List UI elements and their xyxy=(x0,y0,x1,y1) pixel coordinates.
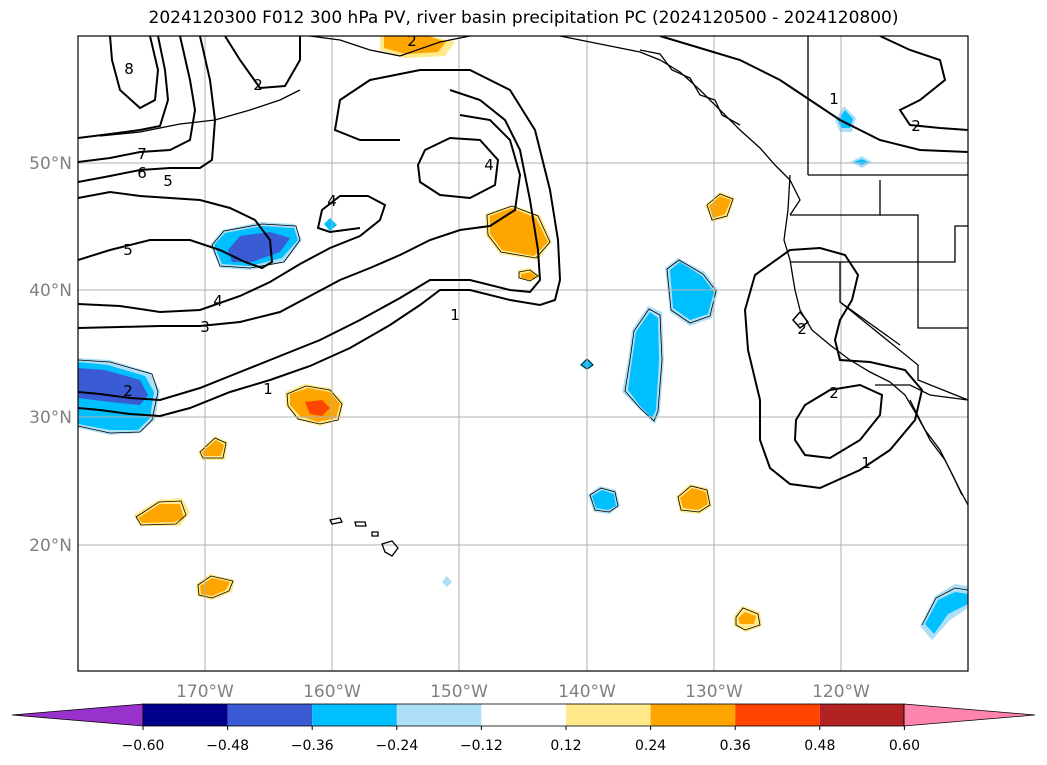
map-title: 2024120300 F012 300 hPa PV, river basin … xyxy=(148,8,899,28)
colorbar-segment xyxy=(735,704,820,726)
colorbar: −0.60 −0.48 −0.36 −0.24 −0.12 0.12 0.24 0.36 0.4… xyxy=(11,703,1036,754)
colorbar-tick-label: 0.48 xyxy=(804,738,835,754)
lat-tick-label: 40°N xyxy=(29,281,72,301)
colorbar-tick-labels: −0.60 −0.48 −0.36 −0.24 −0.12 0.12 0.24 0.36 0.4… xyxy=(122,726,920,754)
contour-label: 5 xyxy=(123,241,133,259)
contour-label: 3 xyxy=(200,318,210,336)
contour-label: 4 xyxy=(327,192,337,210)
coastlines xyxy=(99,36,968,557)
contour-label: 4 xyxy=(213,292,223,310)
colorbar-segment xyxy=(396,704,482,726)
lat-tick-labels: 50°N 40°N 30°N 20°N xyxy=(29,154,72,556)
contour-label: 2 xyxy=(911,117,921,135)
contour-label: 2 xyxy=(253,76,263,94)
colorbar-tick-label: 0.36 xyxy=(720,738,751,754)
lat-tick-label: 50°N xyxy=(29,154,72,174)
pv-contours xyxy=(78,36,968,490)
lat-tick-label: 30°N xyxy=(29,408,72,428)
lon-tick-label: 140°W xyxy=(558,682,616,702)
lon-tick-label: 160°W xyxy=(303,682,361,702)
colorbar-tick-label: −0.48 xyxy=(206,738,249,754)
contour-label: 1 xyxy=(450,306,460,324)
contour-label: 8 xyxy=(124,60,134,78)
lon-tick-label: 130°W xyxy=(685,682,743,702)
colorbar-tick-label: 0.24 xyxy=(635,738,666,754)
lon-tick-label: 170°W xyxy=(176,682,234,702)
precip-shading xyxy=(78,36,968,640)
contour-label: 1 xyxy=(829,90,839,108)
lon-tick-labels: 170°W 160°W 150°W 140°W 130°W 120°W xyxy=(176,682,870,702)
colorbar-tick-label: −0.12 xyxy=(460,738,503,754)
lat-tick-label: 20°N xyxy=(29,536,72,556)
contour-label: 2 xyxy=(797,320,807,338)
contour-label: 2 xyxy=(407,32,417,50)
colorbar-segment xyxy=(227,704,313,726)
lon-tick-label: 120°W xyxy=(812,682,870,702)
colorbar-segment xyxy=(143,704,228,726)
colorbar-tick-label: 0.12 xyxy=(550,738,581,754)
colorbar-tick-label: −0.36 xyxy=(291,738,334,754)
contour-label: 4 xyxy=(484,156,494,174)
graticule xyxy=(78,36,968,671)
colorbar-segment xyxy=(819,704,905,726)
colorbar-under-arrow xyxy=(11,703,144,727)
colorbar-tick-label: −0.24 xyxy=(375,738,418,754)
contour-label: 7 xyxy=(137,145,147,163)
contour-label: 2 xyxy=(829,384,839,402)
precip-outlines xyxy=(78,193,968,631)
colorbar-segment xyxy=(566,704,651,726)
colorbar-over-arrow xyxy=(903,703,1036,727)
pv-contour-labels: 8 7 6 5 5 4 4 4 3 2 2 1 1 2 1 2 2 2 1 xyxy=(123,32,921,472)
colorbar-frame xyxy=(142,703,905,727)
lon-tick-label: 150°W xyxy=(430,682,488,702)
colorbar-segment xyxy=(312,704,397,726)
colorbar-segment xyxy=(650,704,736,726)
map-frame xyxy=(77,35,969,672)
colorbar-tick-label: −0.60 xyxy=(122,738,165,754)
contour-label: 6 xyxy=(137,164,147,182)
colorbar-segments xyxy=(143,704,905,726)
map-panel: 8 7 6 5 5 4 4 4 3 2 2 1 1 2 1 2 2 2 1 xyxy=(78,32,968,671)
contour-label: 1 xyxy=(263,380,273,398)
contour-label: 2 xyxy=(123,382,133,400)
contour-label: 5 xyxy=(163,172,173,190)
colorbar-tick-label: 0.60 xyxy=(889,738,920,754)
contour-label: 1 xyxy=(861,454,871,472)
colorbar-segment xyxy=(481,704,566,726)
